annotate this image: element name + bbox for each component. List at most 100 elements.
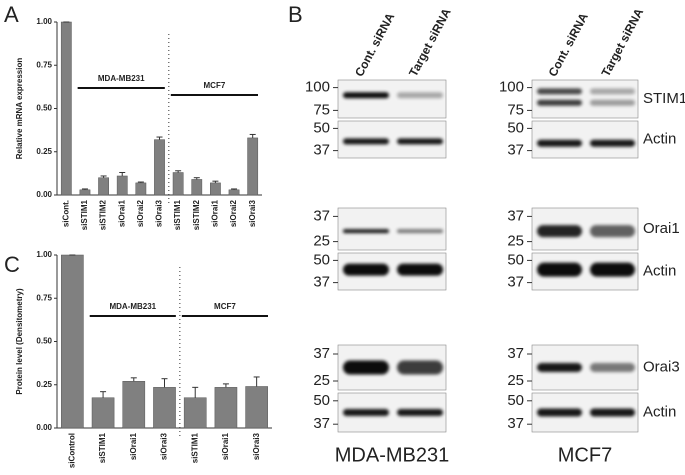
band (343, 92, 389, 99)
x-tick-label: siOrai3 (248, 199, 257, 227)
marker-label: 37 (507, 142, 524, 159)
band (590, 225, 635, 238)
protein-label: STIM1 (643, 90, 685, 107)
band (537, 225, 582, 238)
protein-label: Actin (643, 262, 676, 279)
marker-label: 50 (313, 251, 330, 268)
lane-header: Target siRNA (406, 6, 454, 79)
x-tick-label: siOrai1 (117, 199, 126, 227)
y-tick-label: 0.50 (36, 104, 52, 113)
marker-label: 37 (507, 415, 524, 432)
blot (337, 79, 447, 119)
bar (154, 139, 165, 196)
bar (228, 189, 240, 196)
x-tick-label: siSTIM1 (80, 199, 89, 230)
protein-label: Orai1 (643, 220, 680, 237)
band (343, 229, 389, 234)
protein-label: Orai3 (643, 358, 680, 375)
bar (183, 397, 207, 429)
x-tick-label: siOrai3 (160, 432, 169, 460)
band (537, 408, 582, 417)
y-tick-label: 0.50 (36, 337, 52, 346)
y-tick-label: 0.25 (36, 380, 52, 389)
marker-label: 75 (313, 101, 330, 118)
group-label: MCF7 (214, 302, 236, 311)
bar (122, 381, 146, 429)
protein-label: Actin (643, 130, 676, 147)
bar (98, 177, 109, 196)
band (537, 363, 582, 372)
y-tick-label: 1.00 (36, 17, 52, 26)
x-tick-label: siSTIM1 (190, 432, 199, 463)
y-tick-label: 0.00 (36, 423, 52, 432)
bar (210, 182, 221, 196)
x-tick-label: siOrai1 (129, 432, 138, 460)
band (397, 360, 443, 375)
group-label: MCF7 (204, 81, 226, 90)
band (397, 229, 443, 234)
marker-label: 25 (507, 233, 524, 250)
y-tick-label: 0.25 (36, 147, 52, 156)
marker-label: 25 (313, 372, 330, 389)
bar (61, 254, 84, 429)
marker-label: 100 (499, 79, 524, 96)
y-tick-label: 0.00 (36, 190, 52, 199)
bar (191, 179, 203, 196)
marker-label: 37 (507, 274, 524, 291)
band (397, 138, 443, 145)
bar (60, 21, 72, 196)
x-tick-label: siSTIM2 (192, 199, 201, 230)
band (590, 88, 635, 95)
band (590, 408, 635, 417)
panel-label: B (288, 2, 303, 27)
x-tick-label: siSTIM1 (98, 432, 107, 463)
band (590, 139, 635, 147)
band (590, 363, 635, 372)
group-label: MDA-MB231 (98, 74, 145, 83)
band (343, 409, 389, 416)
x-tick-label: siSTIM1 (173, 199, 182, 230)
bar (79, 189, 91, 196)
band (537, 88, 582, 95)
marker-label: 37 (313, 274, 330, 291)
band (397, 409, 443, 416)
band (343, 360, 389, 375)
blot (531, 120, 639, 159)
marker-label: 37 (507, 207, 524, 224)
x-tick-label: siControl (67, 433, 76, 468)
marker-label: 75 (507, 101, 524, 118)
bar (172, 172, 184, 196)
cell-line: MDA-MB231 (335, 444, 449, 466)
marker-label: 37 (313, 345, 330, 362)
panel-label: C (4, 252, 20, 277)
bar (91, 397, 115, 429)
y-tick-label: 1.00 (36, 250, 52, 259)
x-tick-label: siOrai2 (136, 199, 145, 227)
bar (116, 175, 128, 196)
band (397, 92, 443, 99)
x-tick-label: siOrai1 (221, 432, 230, 460)
marker-label: 50 (507, 392, 524, 409)
bar (214, 387, 238, 429)
x-tick-label: siCont. (61, 200, 70, 227)
band (343, 263, 389, 276)
marker-label: 50 (507, 119, 524, 136)
band (397, 263, 443, 276)
y-tick-label: 0.75 (36, 293, 52, 302)
x-tick-label: siOrai2 (229, 199, 238, 227)
band (590, 99, 635, 106)
band (343, 138, 389, 145)
blot (337, 207, 447, 251)
group-label: MDA-MB231 (109, 302, 156, 311)
x-tick-label: siOrai3 (252, 432, 261, 460)
bar (153, 387, 176, 429)
marker-label: 50 (313, 392, 330, 409)
protein-label: Actin (643, 403, 676, 420)
marker-label: 37 (313, 207, 330, 224)
x-tick-label: siSTIM2 (99, 199, 108, 230)
bar (247, 137, 259, 196)
bar (135, 182, 147, 196)
marker-label: 50 (313, 119, 330, 136)
lane-header: Cont. siRNA (352, 10, 397, 79)
cell-line: MCF7 (558, 444, 612, 466)
